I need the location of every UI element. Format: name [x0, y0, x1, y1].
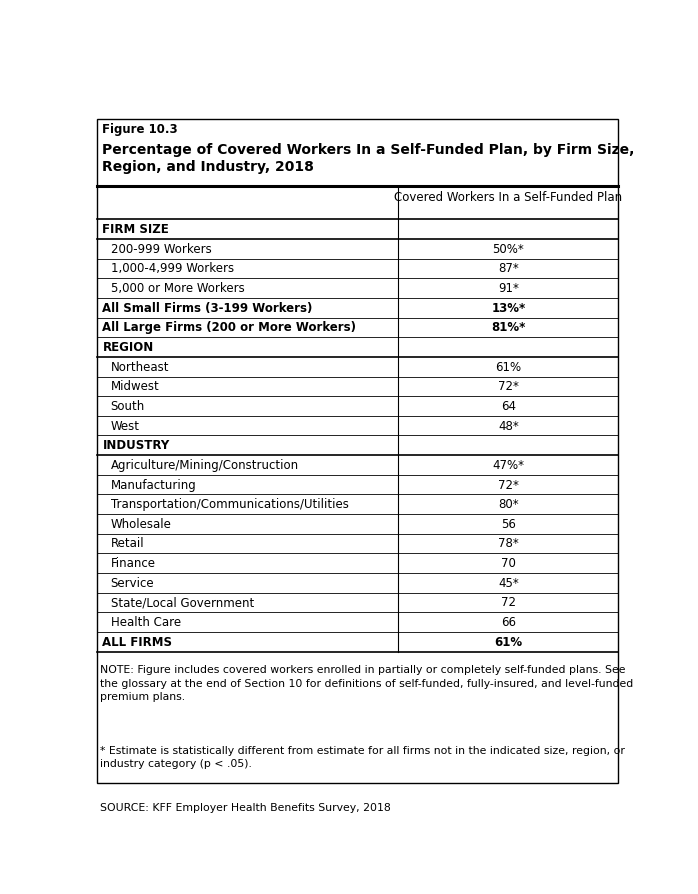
Text: All Large Firms (200 or More Workers): All Large Firms (200 or More Workers): [103, 321, 357, 334]
Text: 72: 72: [501, 595, 516, 609]
Text: 13%*: 13%*: [491, 301, 526, 315]
Text: Retail: Retail: [110, 536, 144, 550]
Text: 80*: 80*: [498, 498, 519, 510]
Text: Transportation/Communications/Utilities: Transportation/Communications/Utilities: [110, 498, 348, 510]
Text: Figure 10.3: Figure 10.3: [103, 123, 178, 136]
Text: Covered Workers In a Self-Funded Plan: Covered Workers In a Self-Funded Plan: [394, 191, 623, 204]
Text: Northeast: Northeast: [110, 360, 169, 374]
Text: All Small Firms (3-199 Workers): All Small Firms (3-199 Workers): [103, 301, 313, 315]
Text: 1,000-4,999 Workers: 1,000-4,999 Workers: [110, 262, 234, 275]
Text: Finance: Finance: [110, 556, 156, 569]
Text: Wholesale: Wholesale: [110, 518, 172, 530]
Text: 48*: 48*: [498, 419, 519, 432]
Text: 66: 66: [501, 615, 516, 628]
Text: Manufacturing: Manufacturing: [110, 478, 196, 491]
Text: Percentage of Covered Workers In a Self-Funded Plan, by Firm Size,
Region, and I: Percentage of Covered Workers In a Self-…: [103, 142, 634, 174]
Text: Service: Service: [110, 576, 154, 589]
Text: Health Care: Health Care: [110, 615, 181, 628]
Text: 56: 56: [501, 518, 516, 530]
Text: 5,000 or More Workers: 5,000 or More Workers: [110, 282, 244, 295]
Text: ALL FIRMS: ALL FIRMS: [103, 635, 172, 648]
Text: West: West: [110, 419, 140, 432]
Text: 70: 70: [501, 556, 516, 569]
Text: South: South: [110, 400, 144, 412]
Text: 72*: 72*: [498, 380, 519, 392]
Text: 81%*: 81%*: [491, 321, 526, 334]
Text: 78*: 78*: [498, 536, 519, 550]
Text: SOURCE: KFF Employer Health Benefits Survey, 2018: SOURCE: KFF Employer Health Benefits Sur…: [100, 803, 390, 813]
Text: REGION: REGION: [103, 341, 154, 354]
Text: 61%: 61%: [494, 635, 522, 648]
Text: 45*: 45*: [498, 576, 519, 589]
Text: 61%: 61%: [496, 360, 521, 374]
Text: 64: 64: [501, 400, 516, 412]
Text: Midwest: Midwest: [110, 380, 159, 392]
Text: 50%*: 50%*: [493, 242, 524, 256]
Text: 87*: 87*: [498, 262, 519, 275]
Text: 47%*: 47%*: [492, 459, 524, 471]
Text: FIRM SIZE: FIRM SIZE: [103, 223, 169, 236]
Text: NOTE: Figure includes covered workers enrolled in partially or completely self-f: NOTE: Figure includes covered workers en…: [100, 664, 633, 701]
Text: 91*: 91*: [498, 282, 519, 295]
Text: State/Local Government: State/Local Government: [110, 595, 254, 609]
Text: INDUSTRY: INDUSTRY: [103, 439, 170, 451]
Text: 72*: 72*: [498, 478, 519, 491]
Text: Agriculture/Mining/Construction: Agriculture/Mining/Construction: [110, 459, 299, 471]
Text: * Estimate is statistically different from estimate for all firms not in the ind: * Estimate is statistically different fr…: [100, 745, 625, 768]
Text: 200-999 Workers: 200-999 Workers: [110, 242, 211, 256]
